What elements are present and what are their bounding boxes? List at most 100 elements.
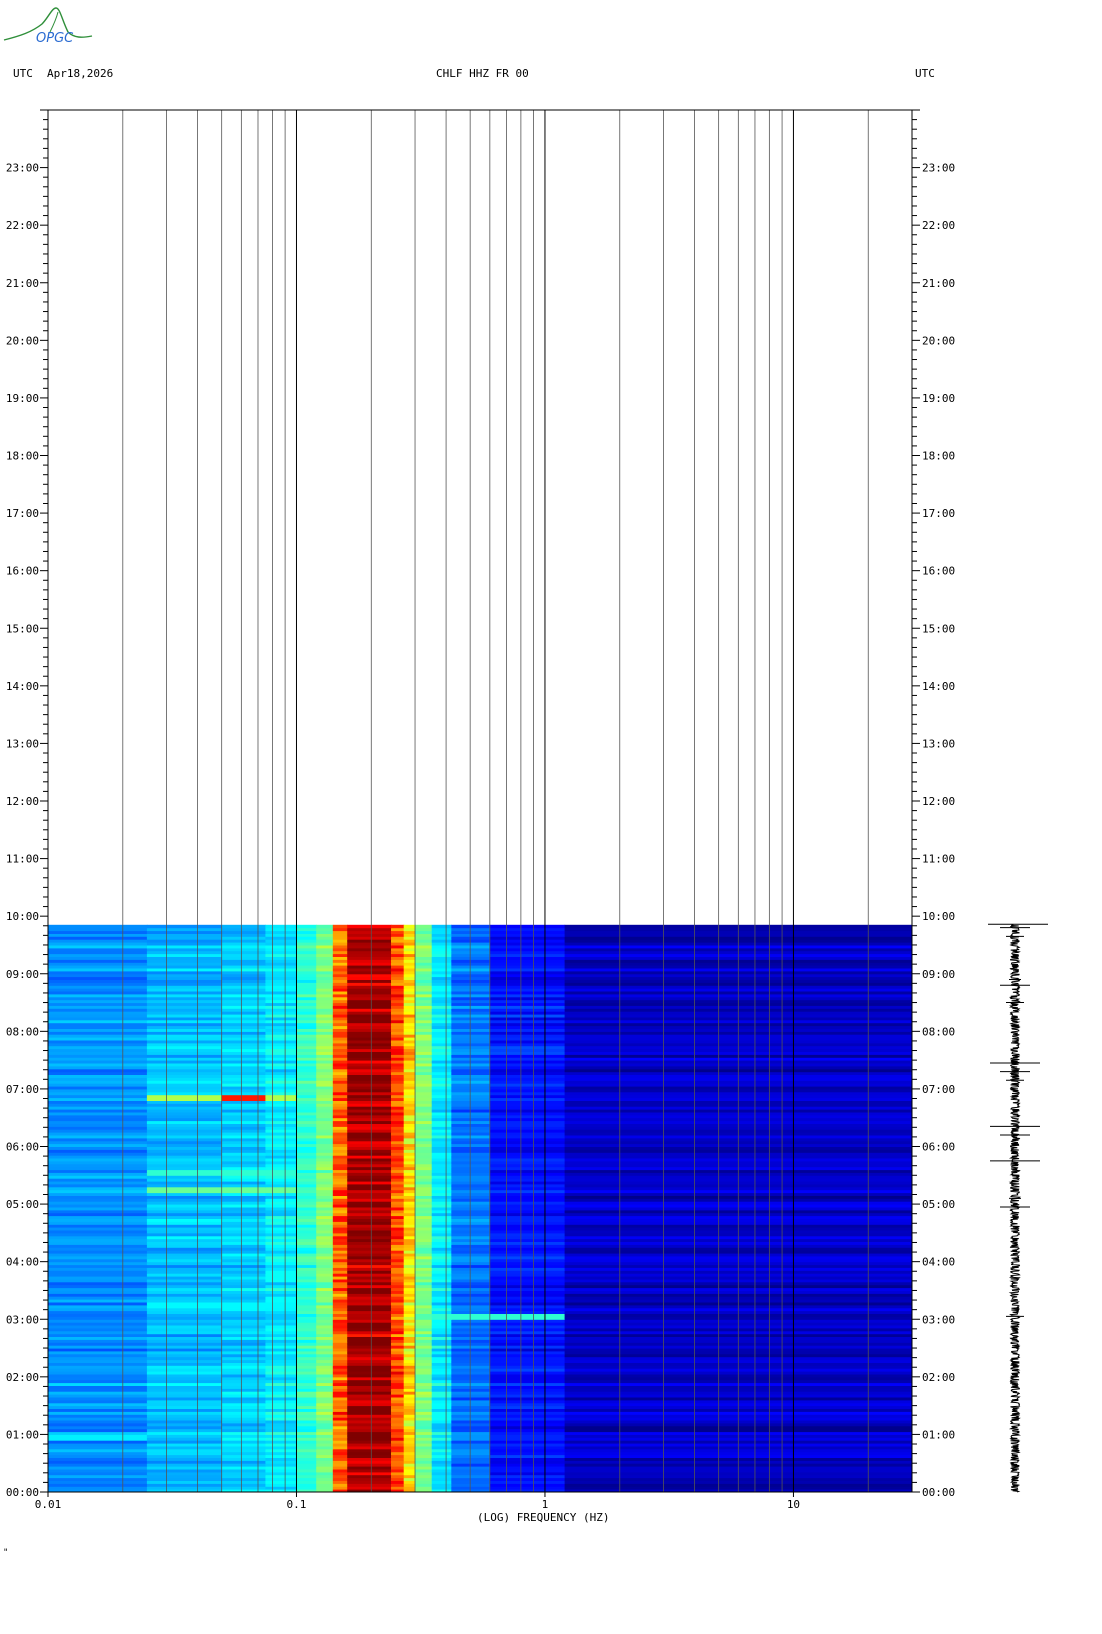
heatmap-cell bbox=[415, 1005, 433, 1009]
heatmap-cell bbox=[146, 1163, 223, 1168]
heatmap-cell bbox=[347, 1270, 392, 1274]
heatmap-cell bbox=[415, 1397, 433, 1401]
heatmap-cell bbox=[265, 1019, 297, 1024]
heatmap-cell bbox=[316, 1273, 334, 1277]
heatmap-cell bbox=[391, 1408, 405, 1412]
heatmap-cell bbox=[316, 1368, 334, 1372]
heatmap-cell bbox=[48, 1385, 148, 1389]
heatmap-cell bbox=[391, 933, 405, 937]
heatmap-cell bbox=[415, 1267, 433, 1271]
heatmap-cell bbox=[332, 973, 348, 978]
heatmap-cell bbox=[265, 1304, 297, 1309]
heatmap-cell bbox=[347, 1140, 392, 1145]
heatmap-cell bbox=[391, 1215, 405, 1219]
heatmap-cell bbox=[451, 1068, 491, 1073]
heatmap-cell bbox=[48, 1405, 148, 1409]
y-tick-label-right: 23:00 bbox=[922, 162, 955, 175]
heatmap-cell bbox=[431, 968, 452, 972]
heatmap-cell bbox=[403, 1181, 416, 1185]
heatmap-cell bbox=[332, 953, 348, 957]
heatmap-cell bbox=[48, 1293, 148, 1297]
heatmap-cell bbox=[296, 1040, 317, 1044]
heatmap-cell bbox=[391, 1074, 405, 1078]
heatmap-cell bbox=[415, 1417, 433, 1421]
heatmap-cell bbox=[403, 1042, 416, 1047]
heatmap-cell bbox=[347, 1411, 392, 1415]
heatmap-cell bbox=[316, 1114, 334, 1119]
heatmap-cell bbox=[265, 993, 297, 998]
heatmap-cell bbox=[403, 1379, 416, 1384]
heatmap-cell bbox=[415, 1428, 433, 1433]
heatmap-cell bbox=[221, 1060, 266, 1064]
heatmap-cell bbox=[316, 1466, 334, 1470]
heatmap-cell bbox=[296, 933, 317, 937]
heatmap-cell bbox=[347, 1457, 392, 1461]
heatmap-cell bbox=[316, 1388, 334, 1392]
heatmap-cell bbox=[489, 1414, 566, 1418]
heatmap-cell bbox=[391, 1232, 405, 1237]
heatmap-cell bbox=[391, 1227, 405, 1231]
heatmap-cell bbox=[316, 1420, 334, 1424]
heatmap-cell bbox=[431, 1201, 452, 1205]
heatmap-cell bbox=[403, 1244, 416, 1248]
heatmap-cell bbox=[296, 1172, 317, 1176]
heatmap-cell bbox=[48, 1063, 148, 1067]
heatmap-cell bbox=[415, 1149, 433, 1153]
heatmap-cell bbox=[451, 979, 491, 983]
heatmap-cell bbox=[146, 1224, 223, 1228]
heatmap-cell bbox=[316, 988, 334, 992]
heatmap-cell bbox=[221, 1166, 266, 1171]
heatmap-cell bbox=[265, 1250, 297, 1254]
heatmap-cell bbox=[48, 1097, 148, 1101]
heatmap-cell bbox=[415, 985, 433, 989]
heatmap-cell bbox=[146, 1103, 223, 1107]
heatmap-cell bbox=[489, 996, 566, 1001]
heatmap-cell bbox=[431, 1247, 452, 1251]
heatmap-cell bbox=[431, 1028, 452, 1032]
heatmap-cell bbox=[332, 1008, 348, 1012]
heatmap-cell bbox=[391, 924, 405, 929]
heatmap-cell bbox=[347, 1152, 392, 1156]
heatmap-cell bbox=[403, 1016, 416, 1021]
heatmap-cell bbox=[48, 1290, 148, 1294]
heatmap-cell bbox=[221, 1394, 266, 1398]
heatmap-cell bbox=[221, 1175, 266, 1179]
heatmap-cell bbox=[489, 1123, 566, 1127]
heatmap-cell bbox=[391, 1287, 405, 1291]
heatmap-cell bbox=[146, 1411, 223, 1415]
heatmap-cell bbox=[146, 1011, 223, 1015]
heatmap-cell bbox=[221, 1224, 266, 1228]
heatmap-cell bbox=[316, 996, 334, 1001]
heatmap-cell bbox=[48, 1382, 148, 1386]
heatmap-cell bbox=[489, 1132, 566, 1136]
heatmap-cell bbox=[489, 1186, 566, 1191]
heatmap-cell bbox=[48, 1077, 148, 1081]
heatmap-cell bbox=[146, 924, 223, 929]
heatmap-cell bbox=[296, 1348, 317, 1352]
heatmap-cell bbox=[265, 1270, 297, 1274]
heatmap-cell bbox=[296, 1212, 317, 1217]
heatmap-cell bbox=[451, 1224, 491, 1228]
heatmap-cell bbox=[296, 1051, 317, 1055]
heatmap-cell bbox=[265, 1028, 297, 1032]
heatmap-cell bbox=[347, 1440, 392, 1444]
heatmap-cell bbox=[221, 1362, 266, 1366]
heatmap-cell bbox=[451, 1417, 491, 1421]
heatmap-cell bbox=[347, 1063, 392, 1067]
heatmap-cell bbox=[347, 1019, 392, 1024]
heatmap-cell bbox=[146, 1264, 223, 1268]
heatmap-cell bbox=[332, 1140, 348, 1145]
y-tick-label-right: 06:00 bbox=[922, 1141, 955, 1154]
heatmap-cell bbox=[347, 1296, 392, 1300]
heatmap-cell bbox=[347, 1273, 392, 1277]
heatmap-cell bbox=[403, 1454, 416, 1458]
heatmap-cell bbox=[316, 1474, 334, 1479]
heatmap-cell bbox=[146, 1244, 223, 1248]
heatmap-cell bbox=[415, 1348, 433, 1352]
heatmap-cell bbox=[296, 1258, 317, 1263]
heatmap-cell bbox=[347, 1088, 392, 1093]
heatmap-cell bbox=[316, 1146, 334, 1150]
heatmap-cell bbox=[332, 1336, 348, 1340]
heatmap-cell bbox=[48, 976, 148, 980]
heatmap-cell bbox=[415, 1028, 433, 1032]
